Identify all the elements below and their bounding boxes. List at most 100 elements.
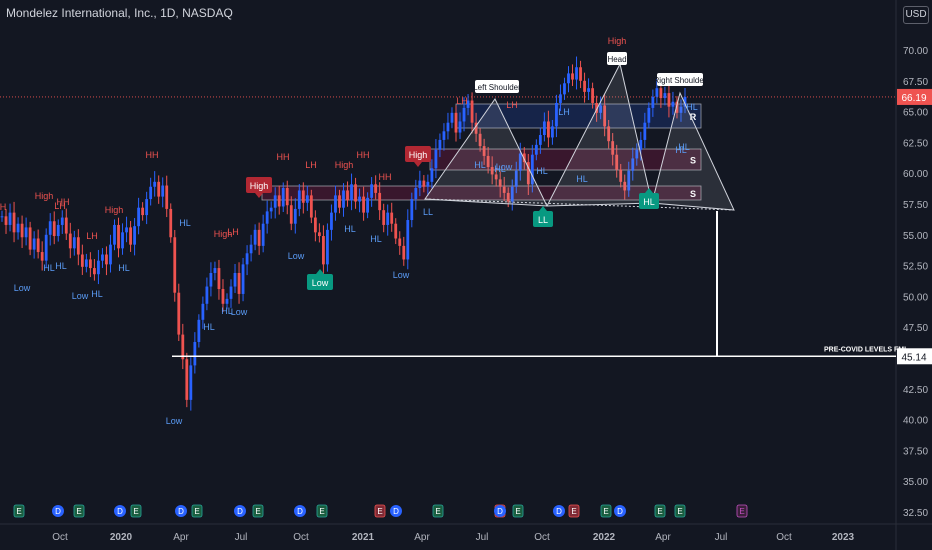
candle-body xyxy=(547,121,550,138)
earnings-marker xyxy=(600,504,612,518)
candle-body xyxy=(486,155,490,168)
pattern-label-box xyxy=(607,52,627,65)
candle-body xyxy=(474,122,478,134)
time-tick-label: Jul xyxy=(476,532,489,543)
event-marker-label: E xyxy=(76,507,81,516)
swing-label: HH xyxy=(146,150,159,160)
candle-body xyxy=(555,102,558,127)
left-shoulder-triangle xyxy=(424,98,548,207)
swing-badge-label: High xyxy=(250,181,269,191)
event-marker-label: D xyxy=(393,507,399,516)
candle-body xyxy=(181,334,185,360)
candle-body xyxy=(647,107,651,123)
swing-label: HL xyxy=(675,145,687,155)
dividend-marker xyxy=(494,505,506,517)
chart-title: Mondelez International, Inc., 1D, NASDAQ xyxy=(6,6,233,20)
pre-covid-level-label: PRE-COVID LEVELS FML xyxy=(824,346,909,353)
candle-body xyxy=(619,169,623,182)
dividend-marker xyxy=(52,505,64,517)
candle-body xyxy=(24,227,28,238)
candle-body xyxy=(603,105,607,127)
candle-body xyxy=(137,207,140,227)
candle-body xyxy=(12,212,16,233)
candle-body xyxy=(386,212,390,225)
time-tick-label: Oct xyxy=(776,532,792,543)
pattern-label: Head xyxy=(607,55,626,64)
candle-body xyxy=(683,96,687,107)
candle-body xyxy=(185,359,189,400)
swing-label: HL xyxy=(118,263,130,273)
price-tick-label: 55.00 xyxy=(903,231,928,242)
candle-body xyxy=(177,292,181,335)
swing-label: Low xyxy=(496,162,513,172)
candle-body xyxy=(141,207,145,216)
price-tick-label: 32.50 xyxy=(903,508,928,519)
swing-badge xyxy=(307,274,333,290)
candle-body xyxy=(482,146,486,156)
candle-body xyxy=(265,211,269,224)
neckline xyxy=(424,198,735,211)
time-tick-label: Jul xyxy=(715,532,728,543)
zone-box xyxy=(455,103,702,129)
candle-body xyxy=(109,244,112,265)
currency-button[interactable]: USD xyxy=(903,6,929,24)
candle-body xyxy=(97,260,100,275)
head-triangle xyxy=(546,62,653,207)
candle-body xyxy=(165,185,169,209)
candle-body xyxy=(639,139,643,150)
candle-body xyxy=(326,229,329,265)
candle-body xyxy=(8,212,12,225)
swing-label: HH xyxy=(277,152,290,162)
candle-body xyxy=(567,73,570,84)
candle-body xyxy=(76,237,80,255)
level-price-value: 45.14 xyxy=(901,352,926,363)
candle-body xyxy=(269,207,273,212)
event-marker-label: D xyxy=(117,507,123,516)
event-marker-label: E xyxy=(194,507,199,516)
candle-body xyxy=(498,179,502,187)
earnings-marker xyxy=(13,504,25,518)
candle-body xyxy=(161,185,165,197)
candle-body xyxy=(635,149,639,159)
swing-label: HL xyxy=(678,142,690,152)
swing-label: HL xyxy=(91,289,103,299)
candle-body xyxy=(338,195,341,208)
swing-label: HH xyxy=(379,172,392,182)
swing-label: LH xyxy=(456,96,468,106)
candle-body xyxy=(438,139,442,150)
candle-body xyxy=(362,196,365,213)
swing-label: Low xyxy=(231,307,248,317)
dividend-marker xyxy=(234,505,246,517)
swing-badge xyxy=(639,193,659,209)
candle-body xyxy=(627,170,631,191)
swing-label: HL xyxy=(179,218,191,228)
candle-body xyxy=(322,236,325,265)
candle-body xyxy=(583,80,586,92)
time-tick-label: Oct xyxy=(52,532,68,543)
candle-body xyxy=(470,100,474,123)
candle-body xyxy=(101,254,104,261)
candle-body xyxy=(133,226,136,245)
swing-label: HL xyxy=(221,306,233,316)
candle-body xyxy=(466,100,470,108)
swing-label: HL xyxy=(576,174,588,184)
candle-body xyxy=(587,88,590,92)
candle-body xyxy=(330,212,333,230)
candle-body xyxy=(370,184,374,198)
swing-badge-pointer xyxy=(414,162,422,167)
swing-label: HL xyxy=(494,164,506,174)
candle-body xyxy=(213,268,217,273)
candle-body xyxy=(494,174,498,180)
candle-body xyxy=(173,237,177,293)
candle-body xyxy=(591,88,594,103)
candle-body xyxy=(169,208,173,238)
candle-body xyxy=(253,229,257,245)
candle-body xyxy=(434,149,438,169)
event-marker-label: E xyxy=(435,507,440,516)
event-marker-label: E xyxy=(603,507,608,516)
candle-body xyxy=(671,101,675,107)
candle-body xyxy=(510,186,514,202)
swing-badge xyxy=(246,177,272,193)
time-tick-label: Oct xyxy=(293,532,309,543)
